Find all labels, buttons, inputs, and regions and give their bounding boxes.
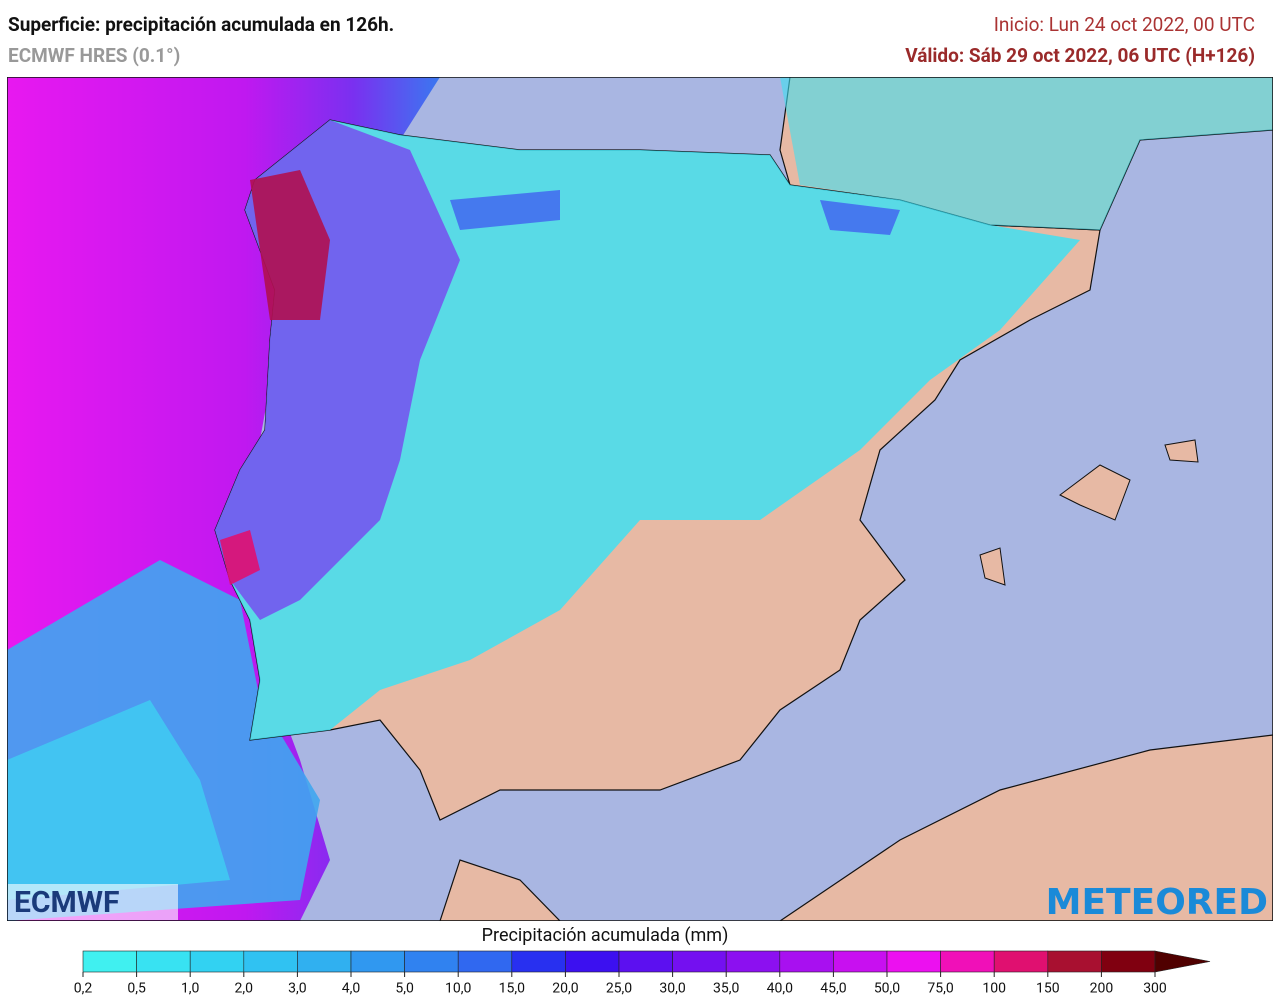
colorbar-segment bbox=[457, 950, 513, 973]
colorbar-segment bbox=[725, 950, 781, 973]
colorbar-segment bbox=[297, 950, 352, 973]
colorbar-tick-label: 30,0 bbox=[659, 981, 685, 997]
colorbar-tick-label: 20,0 bbox=[552, 981, 578, 997]
colorbar-segment bbox=[565, 950, 620, 973]
colorbar-tick-label: 40,0 bbox=[767, 981, 793, 997]
colorbar-tick-label: 5,0 bbox=[395, 981, 414, 997]
colorbar: 0,2 0,5 1,0 2,0 3,0 4,0 5,0 10,0 15,0 20,0 25,0 30,… bbox=[74, 950, 1211, 997]
colorbar-segment bbox=[618, 950, 673, 973]
colorbar-segment bbox=[886, 950, 941, 973]
model: ECMWF HRES (0.1°) bbox=[8, 44, 180, 67]
balearics bbox=[979, 439, 1199, 586]
colorbar-tick-label: 35,0 bbox=[713, 981, 739, 997]
colorbar-over bbox=[1154, 950, 1211, 973]
colorbar-segment bbox=[243, 950, 298, 973]
colorbar-tick-label: 15,0 bbox=[499, 981, 525, 997]
colorbar-tick-label: 3,0 bbox=[288, 981, 307, 997]
colorbar-segment bbox=[82, 950, 137, 973]
colorbar-segment bbox=[350, 950, 405, 973]
africa bbox=[439, 734, 1273, 921]
colorbar-tick-label: 4,0 bbox=[342, 981, 361, 997]
rain-mountains bbox=[450, 190, 900, 235]
valid-time: Válido: Sáb 29 oct 2022, 06 UTC (H+126) bbox=[905, 44, 1255, 67]
colorbar-segment bbox=[404, 950, 459, 973]
colorbar-tick-label: 50,0 bbox=[874, 981, 900, 997]
colorbar-segment bbox=[672, 950, 727, 973]
colorbar-tick-label: 300 bbox=[1143, 981, 1167, 997]
colorbar-segment bbox=[779, 950, 834, 973]
meteored-logo: METEORED bbox=[1046, 882, 1268, 923]
init-time: Inicio: Lun 24 oct 2022, 00 UTC bbox=[994, 13, 1255, 36]
colorbar-tick-label: 45,0 bbox=[820, 981, 846, 997]
colorbar-segment bbox=[993, 950, 1049, 973]
colorbar-tick-label: 0,2 bbox=[74, 981, 93, 997]
colorbar-tick-label: 75,0 bbox=[927, 981, 953, 997]
colorbar-tick-label: 150 bbox=[1036, 981, 1060, 997]
colorbar-segment bbox=[833, 950, 888, 973]
colorbar-tick-label: 0,5 bbox=[127, 981, 146, 997]
ecmwf-logo: ECMWF bbox=[14, 885, 119, 920]
colorbar-tick-label: 200 bbox=[1090, 981, 1114, 997]
rain-ocean-sw bbox=[7, 700, 230, 900]
colorbar-segment bbox=[189, 950, 245, 973]
title: Superficie: precipitación acumulada en 1… bbox=[8, 13, 394, 36]
colorbar-segment bbox=[940, 950, 995, 973]
colorbar-segment bbox=[1047, 950, 1102, 973]
colorbar-tick-label: 2,0 bbox=[235, 981, 254, 997]
colorbar-tick-label: 25,0 bbox=[606, 981, 632, 997]
colorbar-tick-label: 10,0 bbox=[445, 981, 471, 997]
colorbar-tick-label: 100 bbox=[982, 981, 1006, 997]
colorbar-segment bbox=[511, 950, 566, 973]
colorbar-segment bbox=[1101, 950, 1156, 973]
rain-france bbox=[780, 77, 1273, 230]
colorbar-segment bbox=[136, 950, 191, 973]
colorbar-tick-label: 1,0 bbox=[181, 981, 200, 997]
rain-lisbon bbox=[220, 530, 260, 585]
map bbox=[7, 77, 1273, 921]
logo-bg bbox=[8, 884, 178, 920]
rain-max bbox=[250, 170, 330, 320]
legend-title: Precipitación acumulada (mm) bbox=[482, 925, 729, 946]
